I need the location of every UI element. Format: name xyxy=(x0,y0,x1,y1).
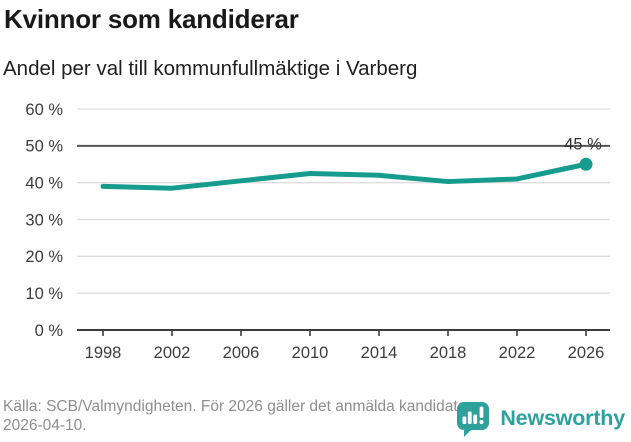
y-tick-label: 0 % xyxy=(35,322,64,340)
page-title: Kvinnor som kandiderar xyxy=(4,4,299,34)
speech-bubble-shape xyxy=(457,402,490,437)
end-point-marker xyxy=(579,157,593,171)
data-line xyxy=(100,161,589,191)
x-tick-label: 2002 xyxy=(154,344,191,362)
bar-chart-glyph xyxy=(462,406,484,425)
x-tick-label: 1998 xyxy=(85,344,122,362)
y-tick-label: 20 % xyxy=(25,248,63,266)
x-tick-label: 2026 xyxy=(568,344,605,362)
y-tick-label: 10 % xyxy=(25,285,63,303)
x-tick-label: 2006 xyxy=(223,344,260,362)
y-tick-label: 60 % xyxy=(25,101,63,119)
y-tick-label: 40 % xyxy=(25,174,63,192)
end-value-label: 45 % xyxy=(564,135,602,153)
chart-svg: 0 % 10 % 20 % 30 % 40 % 50 % 60 % 1998 2002 2006 2… xyxy=(25,101,610,362)
y-tick-label: 50 % xyxy=(25,138,63,156)
chart-subtitle: Andel per val till kommunfullmäktige i V… xyxy=(3,57,418,80)
x-tick-label: 2022 xyxy=(499,344,536,362)
newsworthy-icon xyxy=(454,399,492,437)
x-tick-label: 2018 xyxy=(430,344,467,362)
newsworthy-wordmark: Newsworthy xyxy=(500,405,625,430)
x-tick-label: 2010 xyxy=(292,344,329,362)
y-tick-label: 30 % xyxy=(25,211,63,229)
newsworthy-logo: Newsworthy xyxy=(454,399,625,437)
line-chart: 0 % 10 % 20 % 30 % 40 % 50 % 60 % 1998 2002 2006 2… xyxy=(0,95,631,375)
source-note: Källa: SCB/Valmyndigheten. För 2026 gäll… xyxy=(3,398,472,434)
x-tick-label: 2014 xyxy=(361,344,398,362)
